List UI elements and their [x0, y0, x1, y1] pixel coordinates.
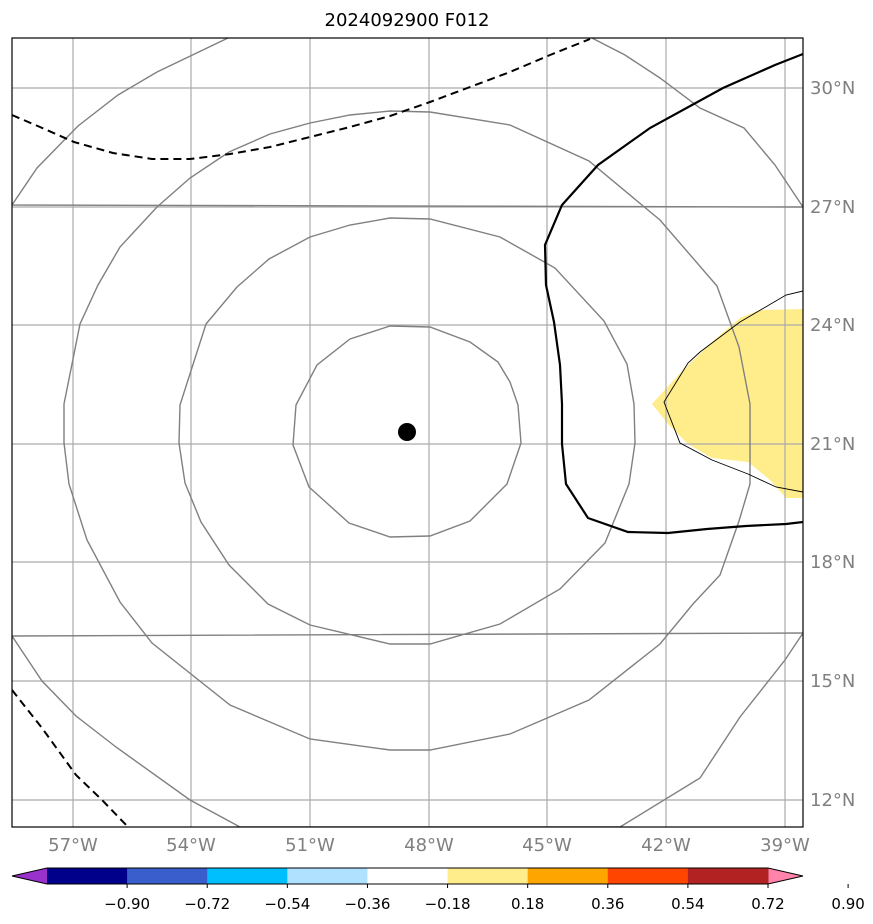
storm-center-marker: [398, 423, 416, 441]
dashed-contour-north: [12, 38, 591, 160]
lon-label: 51°W: [285, 835, 335, 856]
colorbar-tick-label: 0.90: [831, 895, 864, 913]
colorbar-tick-label: −0.72: [184, 895, 230, 913]
lat-label: 30°N: [810, 78, 855, 99]
dashed-contour-southwest: [12, 689, 129, 827]
lon-label: 57°W: [48, 835, 98, 856]
range-ring-5: [12, 632, 803, 827]
colorbar-segment: [127, 868, 208, 884]
colorbar-segment: [447, 868, 529, 884]
range-ring-1: [292, 325, 522, 538]
lon-label: 45°W: [522, 835, 572, 856]
range-rings: [12, 38, 803, 827]
colorbar-tick-label: −0.90: [104, 895, 150, 913]
colorbar-segment: [287, 868, 368, 884]
colorbar-tick-label: 0.36: [591, 895, 624, 913]
lat-label: 24°N: [810, 315, 855, 336]
colorbar-segment: [527, 868, 609, 884]
longitude-labels: 57°W 54°W 51°W 48°W 45°W 42°W 39°W: [48, 835, 810, 856]
colorbar-segment: [47, 868, 128, 884]
colorbar-segment: [607, 868, 689, 884]
lat-label: 27°N: [810, 197, 855, 218]
latitude-labels: 30°N 27°N 24°N 21°N 18°N 15°N 12°N: [810, 78, 855, 811]
colorbar-extension-low: [12, 868, 47, 884]
map-frame: [11, 37, 804, 828]
range-ring-4: [12, 38, 803, 208]
colorbar-segment: [207, 868, 288, 884]
lon-label: 54°W: [166, 835, 216, 856]
map-title: 2024092900 F012: [325, 10, 490, 31]
colorbar-segment: [687, 868, 769, 884]
range-ring-3: [63, 110, 751, 751]
colorbar-outline: [11, 867, 804, 885]
lat-label: 12°N: [810, 790, 855, 811]
colorbar-tick-label: −0.36: [344, 895, 390, 913]
thin-contour: [663, 290, 803, 493]
lon-label: 48°W: [404, 835, 454, 856]
lat-label: 15°N: [810, 671, 855, 692]
solid-contour: [543, 52, 803, 535]
colorbar-segment: [367, 868, 449, 884]
map-area: [12, 38, 803, 827]
lat-label: 18°N: [810, 552, 855, 573]
positive-anomaly-region: [652, 309, 803, 498]
colorbar: −0.90 −0.72 −0.54 −0.36 −0.18 0.18 0.36 0.54 0.7…: [11, 867, 865, 913]
lon-label: 42°W: [641, 835, 691, 856]
lat-label: 21°N: [810, 434, 855, 455]
range-ring-2: [178, 217, 636, 645]
colorbar-tick-label: 0.54: [671, 895, 704, 913]
lon-label: 39°W: [760, 835, 810, 856]
colorbar-tick-label: 0.18: [511, 895, 544, 913]
colorbar-extension-high: [768, 868, 803, 884]
colorbar-tick-label: −0.18: [425, 895, 471, 913]
colorbar-tick-label: 0.72: [751, 895, 784, 913]
colorbar-tick-label: −0.54: [264, 895, 310, 913]
